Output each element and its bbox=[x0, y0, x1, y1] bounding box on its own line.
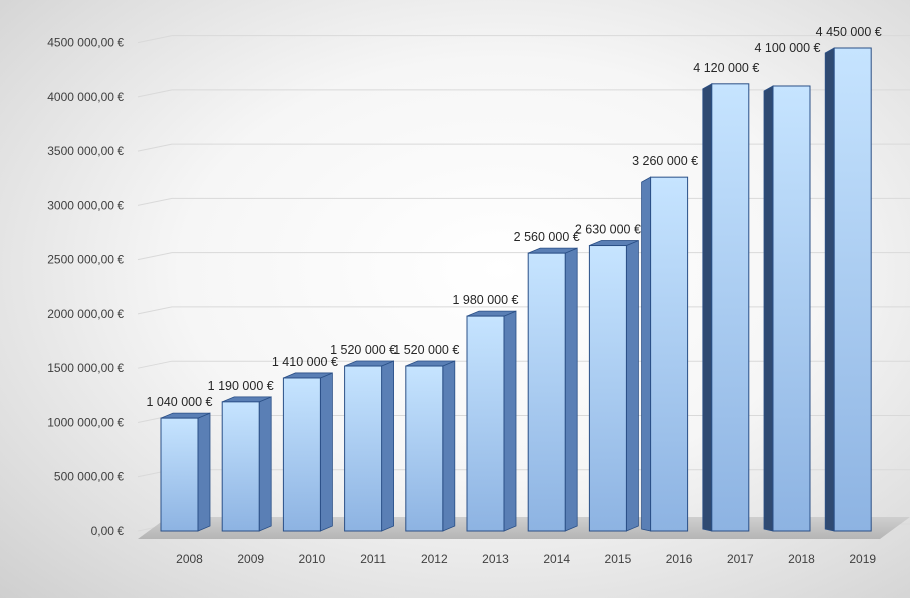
data-label: 1 410 000 € bbox=[272, 355, 338, 369]
y-axis-tick-labels: 0,00 € 500 000,00 € 1000 000,00 € 1500 000,… bbox=[47, 36, 124, 538]
x-tick-label: 2019 bbox=[849, 552, 876, 566]
data-label: 2 560 000 € bbox=[514, 230, 580, 244]
data-label: 4 100 000 € bbox=[754, 41, 820, 55]
y-tick-label: 0,00 € bbox=[91, 524, 125, 538]
bar-2008 bbox=[160, 412, 211, 532]
x-tick-label: 2018 bbox=[788, 552, 815, 566]
x-tick-label: 2008 bbox=[176, 552, 203, 566]
data-label: 1 520 000 € bbox=[393, 343, 459, 357]
y-tick-label: 2500 000,00 € bbox=[47, 253, 124, 267]
y-tick-label: 1000 000,00 € bbox=[47, 415, 124, 429]
data-label: 2 630 000 € bbox=[575, 223, 641, 237]
data-label: 4 450 000 € bbox=[816, 25, 882, 39]
x-tick-label: 2011 bbox=[360, 552, 386, 566]
gridlines bbox=[137, 35, 910, 532]
bar-2014 bbox=[527, 247, 578, 532]
data-label: 4 120 000 € bbox=[693, 61, 759, 75]
data-label: 1 520 000 € bbox=[330, 343, 396, 357]
x-tick-label: 2017 bbox=[727, 552, 754, 566]
bar-2018 bbox=[763, 85, 811, 532]
y-tick-label: 3000 000,00 € bbox=[47, 198, 124, 212]
gridline bbox=[137, 89, 910, 98]
gridline bbox=[137, 35, 910, 44]
gridline bbox=[137, 143, 910, 152]
y-tick-label: 1500 000,00 € bbox=[47, 361, 124, 375]
y-tick-label: 4500 000,00 € bbox=[47, 36, 124, 50]
y-tick-label: 2000 000,00 € bbox=[47, 307, 124, 321]
x-tick-label: 2013 bbox=[482, 552, 509, 566]
x-tick-label: 2016 bbox=[666, 552, 693, 566]
x-axis-tick-labels: 2008 2009 2010 2011 2012 2013 2014 2015 2016 2017… bbox=[176, 552, 876, 566]
bar-2010 bbox=[282, 372, 333, 532]
y-tick-label: 3500 000,00 € bbox=[47, 144, 124, 158]
bar-2013 bbox=[466, 310, 517, 532]
bar-2012 bbox=[405, 360, 456, 532]
y-tick-label: 500 000,00 € bbox=[54, 470, 124, 484]
bar-2015 bbox=[588, 239, 639, 532]
x-tick-label: 2010 bbox=[299, 552, 326, 566]
data-label: 1 190 000 € bbox=[208, 379, 274, 393]
bar-2019 bbox=[824, 47, 872, 532]
x-tick-label: 2009 bbox=[237, 552, 264, 566]
bars bbox=[160, 47, 872, 532]
data-label: 1 040 000 € bbox=[146, 395, 212, 409]
bar-2016 bbox=[641, 176, 689, 532]
bar-2011 bbox=[344, 360, 394, 532]
bar-2017 bbox=[702, 83, 750, 532]
data-label: 3 260 000 € bbox=[632, 154, 698, 168]
data-labels: 1 040 000 €1 190 000 €1 410 000 €1 520 0… bbox=[146, 25, 881, 409]
x-tick-label: 2015 bbox=[605, 552, 632, 566]
x-tick-label: 2014 bbox=[543, 552, 570, 566]
data-label: 1 980 000 € bbox=[452, 293, 518, 307]
x-tick-label: 2012 bbox=[421, 552, 448, 566]
bar-2009 bbox=[221, 396, 272, 532]
y-tick-label: 4000 000,00 € bbox=[47, 90, 124, 104]
